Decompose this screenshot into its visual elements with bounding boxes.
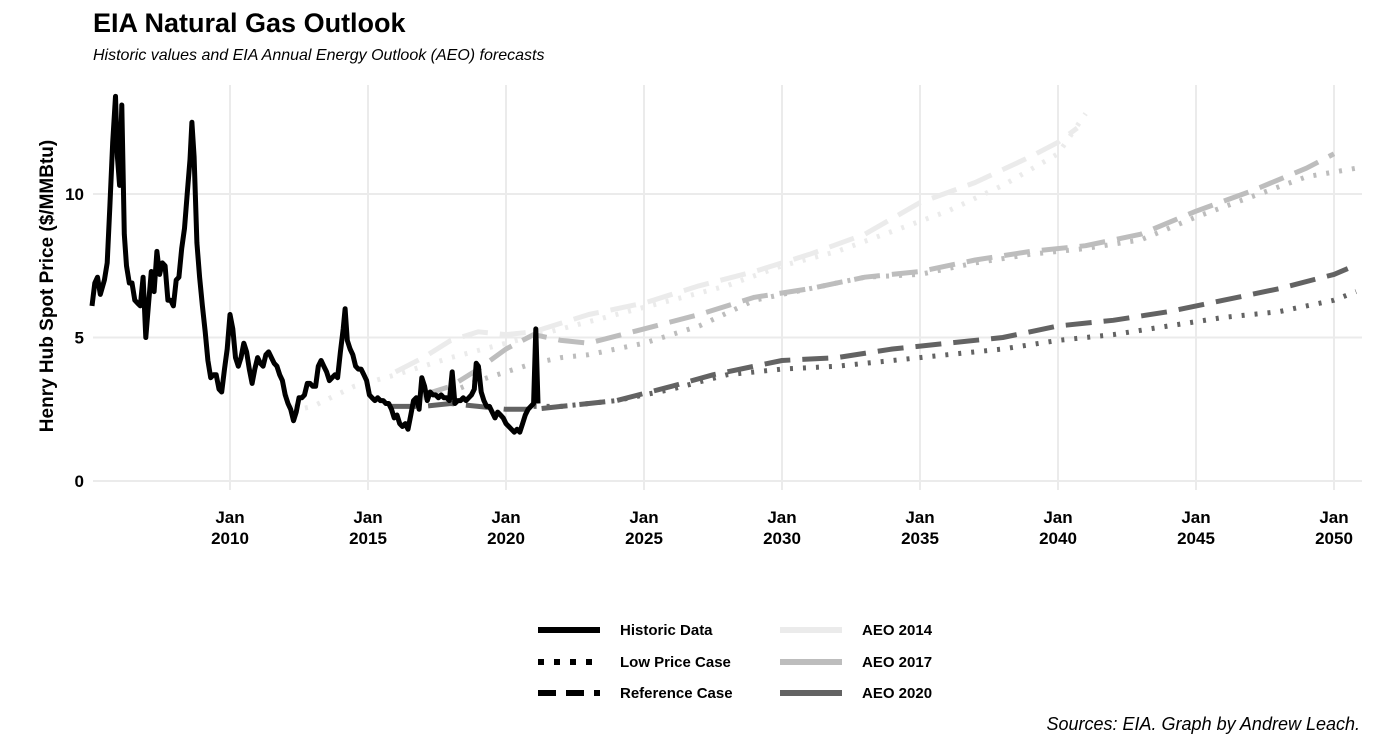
legend-label: AEO 2014 [862,622,933,639]
x-tick-label-year: 2020 [487,529,525,548]
y-tick-label: 5 [75,329,84,348]
legend-label: Historic Data [620,622,713,639]
series-line-aeo-2017-low-price-case [422,165,1357,401]
legend: Historic Data Low Price Case Reference Cas… [538,622,933,702]
y-tick-label: 10 [65,185,84,204]
x-tick-label-year: 2015 [349,529,387,548]
series-lines [89,93,1358,435]
x-tick-label-month: Jan [215,508,244,527]
legend-label: Low Price Case [620,654,731,671]
x-tick-label-year: 2025 [625,529,663,548]
x-tick-label-month: Jan [491,508,520,527]
x-tick-label-year: 2030 [763,529,801,548]
series-line-aeo-2020-low-price-case [533,289,1358,409]
series-line-aeo-2017-reference-case [422,151,1336,398]
x-tick-label-year: 2035 [901,529,939,548]
grid-lines [93,85,1362,490]
axis-labels: 0 5 10 Jan 2010 Jan 2015 Jan 2020 Jan 2025 Jan 2030 J… [65,185,1353,548]
x-tick-label-month: Jan [767,508,796,527]
x-tick-label-month: Jan [353,508,382,527]
x-tick-label-year: 2045 [1177,529,1215,548]
x-tick-label-month: Jan [629,508,658,527]
x-tick-label-month: Jan [1043,508,1072,527]
x-tick-label-month: Jan [905,508,934,527]
x-tick-label-year: 2010 [211,529,249,548]
y-tick-label: 0 [75,472,84,491]
chart-subtitle: Historic values and EIA Annual Energy Ou… [93,47,545,64]
x-tick-label-month: Jan [1181,508,1210,527]
x-tick-label-year: 2040 [1039,529,1077,548]
series-line-historic-data [89,93,541,435]
series-line-aeo-2014-reference-case [394,125,1079,375]
legend-label: AEO 2017 [862,654,932,671]
x-tick-label-year: 2050 [1315,529,1353,548]
series-line-aeo-2020-reference-case [390,266,1349,412]
legend-label: Reference Case [620,685,733,702]
y-axis-label: Henry Hub Spot Price ($/MMBtu) [37,140,58,432]
legend-label: AEO 2020 [862,685,932,702]
x-tick-label-month: Jan [1319,508,1348,527]
source-caption: Sources: EIA. Graph by Andrew Leach. [1046,714,1361,734]
chart-title: EIA Natural Gas Outlook [93,8,406,38]
